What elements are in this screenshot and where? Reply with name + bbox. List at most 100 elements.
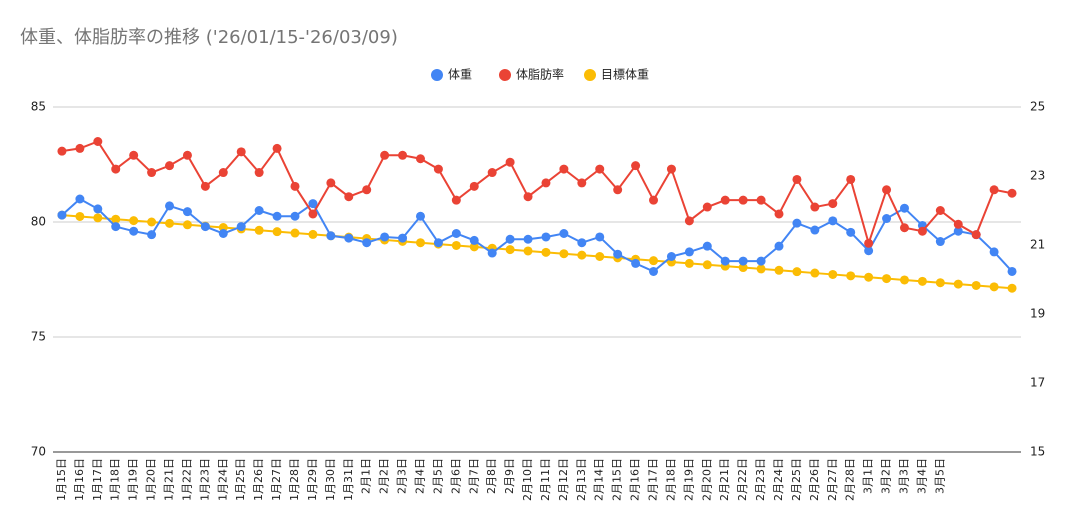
data-point [613, 185, 623, 195]
x-tick-label: 2月9日 [503, 458, 516, 494]
data-point [1007, 266, 1017, 276]
y2-tick-label: 15 [1030, 445, 1045, 459]
data-point [577, 238, 587, 248]
data-point [953, 226, 963, 236]
data-point [147, 230, 157, 240]
data-point [290, 228, 300, 238]
data-point [111, 164, 121, 174]
data-point [380, 150, 390, 160]
data-point [917, 276, 927, 286]
data-point [774, 241, 784, 251]
data-point [415, 211, 425, 221]
data-point [882, 214, 892, 224]
data-point [649, 256, 659, 266]
x-tick-label: 1月22日 [180, 458, 193, 501]
data-point [380, 232, 390, 242]
data-point [828, 216, 838, 226]
x-tick-label: 2月16日 [629, 458, 642, 501]
x-tick-label: 1月27日 [270, 458, 283, 501]
x-tick-label: 2月11日 [539, 458, 552, 501]
x-tick-label: 1月19日 [127, 458, 140, 501]
data-point [649, 266, 659, 276]
data-point [1007, 188, 1017, 198]
data-point [989, 282, 999, 292]
data-point [75, 194, 85, 204]
data-point [433, 238, 443, 248]
data-point [398, 150, 408, 160]
x-tick-label: 2月22日 [736, 458, 749, 501]
x-tick-label: 1月25日 [234, 458, 247, 501]
data-point [487, 168, 497, 178]
data-point [200, 181, 210, 191]
data-point [182, 207, 192, 217]
data-point [129, 216, 139, 226]
data-point [882, 185, 892, 195]
data-point [272, 211, 282, 221]
data-point [469, 242, 479, 252]
x-tick-label: 2月10日 [521, 458, 534, 501]
data-point [810, 225, 820, 235]
x-tick-label: 2月23日 [754, 458, 767, 501]
data-point [846, 271, 856, 281]
data-point [953, 219, 963, 229]
x-tick-label: 1月21日 [163, 458, 176, 501]
data-point [792, 174, 802, 184]
x-tick-label: 1月29日 [306, 458, 319, 501]
data-point [702, 241, 712, 251]
data-point [165, 218, 175, 228]
data-point [935, 206, 945, 215]
data-point [415, 154, 425, 164]
chart-title: 体重、体脂肪率の推移 ('26/01/15-'26/03/09) [20, 27, 398, 48]
series-line [61, 197, 1013, 273]
x-tick-label: 2月26日 [808, 458, 821, 501]
data-point [738, 195, 748, 205]
data-point [218, 168, 228, 178]
x-tick-label: 1月26日 [252, 458, 265, 501]
data-point [989, 247, 999, 257]
data-point [523, 246, 533, 256]
data-point [917, 226, 927, 236]
data-point [451, 240, 461, 250]
data-point [756, 264, 766, 274]
legend-marker [584, 69, 596, 81]
data-point [756, 195, 766, 205]
x-tick-label: 2月2日 [378, 458, 391, 494]
data-point [738, 263, 748, 273]
data-point [344, 233, 354, 243]
data-point [308, 229, 318, 239]
data-point [129, 226, 139, 236]
data-point [810, 268, 820, 278]
data-point [129, 150, 139, 160]
data-point [111, 214, 121, 224]
x-tick-label: 3月1日 [862, 458, 875, 494]
data-point [433, 164, 443, 174]
y2-tick-label: 25 [1030, 100, 1045, 114]
data-point [505, 157, 515, 167]
data-point [487, 248, 497, 258]
legend-marker [431, 69, 443, 81]
x-tick-label: 2月17日 [647, 458, 660, 501]
x-tick-label: 2月6日 [449, 458, 462, 494]
x-tick-label: 1月15日 [55, 458, 68, 501]
data-point [326, 178, 336, 188]
x-tick-label: 3月4日 [915, 458, 928, 494]
data-point [989, 185, 999, 195]
x-tick-label: 3月3日 [897, 458, 910, 494]
x-tick-label: 2月18日 [664, 458, 677, 501]
data-point [828, 269, 838, 279]
x-tick-label: 2月7日 [467, 458, 480, 494]
data-point [308, 199, 318, 209]
x-tick-label: 2月3日 [396, 458, 409, 494]
data-point [541, 232, 551, 242]
data-point [684, 247, 694, 257]
x-tick-label: 1月18日 [109, 458, 122, 501]
x-tick-label: 2月15日 [611, 458, 624, 501]
data-point [182, 150, 192, 160]
data-point [631, 161, 641, 171]
x-tick-label: 2月14日 [593, 458, 606, 501]
x-tick-label: 2月21日 [718, 458, 731, 501]
x-tick-label: 2月8日 [485, 458, 498, 494]
x-tick-label: 1月16日 [73, 458, 86, 501]
data-point [236, 147, 246, 157]
